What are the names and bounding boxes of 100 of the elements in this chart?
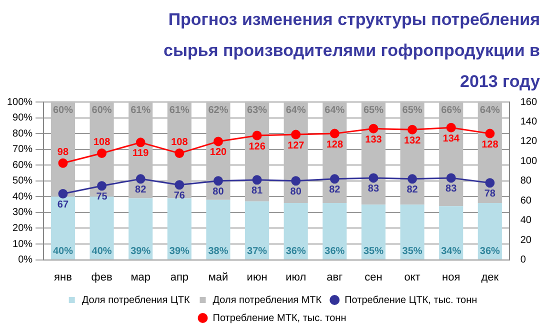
data-label: 62% (208, 104, 228, 116)
data-label: 78 (484, 188, 496, 200)
y-tick-label: 90% (12, 112, 33, 124)
data-label: 82 (135, 184, 147, 196)
data-label: 108 (171, 137, 188, 148)
point (446, 173, 456, 183)
x-tick-label: фев (91, 271, 112, 284)
y-tick-label: 10% (12, 238, 33, 250)
y2-tick-label: 100 (520, 156, 538, 167)
y-tick-label: 30% (12, 207, 33, 218)
bar (284, 202, 308, 260)
data-label: 40% (92, 246, 112, 258)
point (291, 130, 301, 140)
point (252, 175, 262, 185)
bar (206, 200, 230, 260)
data-label: 132 (404, 135, 422, 146)
point (446, 122, 456, 132)
point (97, 148, 107, 158)
data-label: 98 (57, 146, 69, 158)
y2-tick-label: 80 (520, 176, 532, 187)
data-label: 128 (326, 139, 344, 150)
y-tick-label: 50% (12, 176, 33, 187)
data-label: 82 (406, 184, 418, 196)
point (58, 188, 68, 198)
y-tick-label: 60% (12, 160, 33, 171)
bar (128, 198, 153, 260)
chart-title: Прогноз изменения структуры потребления сырья производителями гофропродукции в 2013 году (162, 9, 540, 93)
bar (439, 206, 464, 260)
data-label: 65% (402, 104, 422, 116)
y2-tick-label: 40 (520, 215, 532, 226)
y-tick-label: 70% (12, 144, 33, 156)
data-label: 66% (441, 104, 462, 116)
data-label: 120 (210, 147, 228, 158)
point (291, 176, 301, 186)
x-tick-label: авг (326, 271, 343, 284)
data-label: 80 (212, 186, 224, 198)
data-label: 40% (52, 246, 74, 258)
data-label: 83 (446, 184, 458, 195)
data-label: 75 (96, 192, 108, 203)
data-label: 39% (130, 246, 151, 258)
bar (478, 202, 502, 260)
data-label: 108 (93, 137, 111, 148)
x-tick-label: июл (286, 271, 306, 284)
data-label: 35% (402, 246, 422, 258)
x-tick-label: июн (246, 271, 268, 284)
y-tick-label: 80% (12, 128, 33, 140)
legend-label: Потребление ЦТК, тыс. тонн (344, 294, 478, 306)
data-label: 60% (92, 104, 112, 116)
y2-tick-label: 120 (520, 136, 538, 148)
legend-label: Доля потребления МТК (212, 294, 322, 306)
data-label: 61% (169, 104, 190, 116)
legend-label: Доля потребления ЦТК (82, 294, 190, 306)
bar (361, 204, 386, 260)
y2-tick-label: 0 (520, 254, 526, 266)
bar (167, 198, 192, 260)
data-label: 81 (251, 186, 264, 197)
data-label: 36% (286, 246, 306, 258)
data-label: 83 (368, 184, 380, 195)
data-label: 80 (290, 186, 302, 198)
data-label: 119 (132, 148, 150, 160)
bar (50, 196, 76, 260)
data-label: 36% (324, 246, 345, 258)
y-tick-label: 100% (7, 96, 33, 108)
point (330, 128, 340, 138)
point (136, 174, 146, 184)
point (213, 176, 223, 186)
data-label: 63% (247, 104, 268, 116)
y2-tick-label: 160 (520, 96, 538, 108)
data-label: 38% (208, 246, 228, 258)
y-tick-label: 0% (18, 254, 33, 266)
point (368, 173, 378, 183)
legend-label: Потребление МТК, тыс. тонн (212, 312, 346, 324)
x-tick-label: мар (130, 271, 151, 284)
data-label: 134 (442, 133, 460, 144)
bar (50, 102, 76, 197)
data-label: 36% (480, 246, 500, 258)
data-label: 64% (286, 104, 306, 116)
x-tick-label: апр (170, 271, 189, 284)
point (485, 178, 495, 188)
data-label: 128 (482, 139, 499, 150)
y-tick-label: 40% (12, 191, 33, 202)
point (97, 181, 107, 191)
data-label: 76 (174, 190, 186, 202)
y2-tick-label: 60 (520, 195, 532, 206)
point (485, 128, 495, 138)
x-tick-label: окт (404, 271, 420, 284)
bar (245, 201, 270, 260)
data-label: 34% (441, 246, 462, 258)
data-label: 35% (363, 246, 384, 258)
data-label: 67 (57, 199, 69, 210)
data-label: 127 (288, 140, 305, 152)
data-label: 133 (365, 134, 382, 146)
data-label: 82 (329, 184, 341, 196)
bar (400, 204, 424, 260)
x-tick-label: янв (54, 271, 72, 284)
data-label: 39% (169, 246, 190, 258)
point (368, 124, 378, 134)
data-label: 37% (247, 246, 268, 258)
point (136, 138, 146, 148)
data-label: 126 (248, 141, 266, 152)
